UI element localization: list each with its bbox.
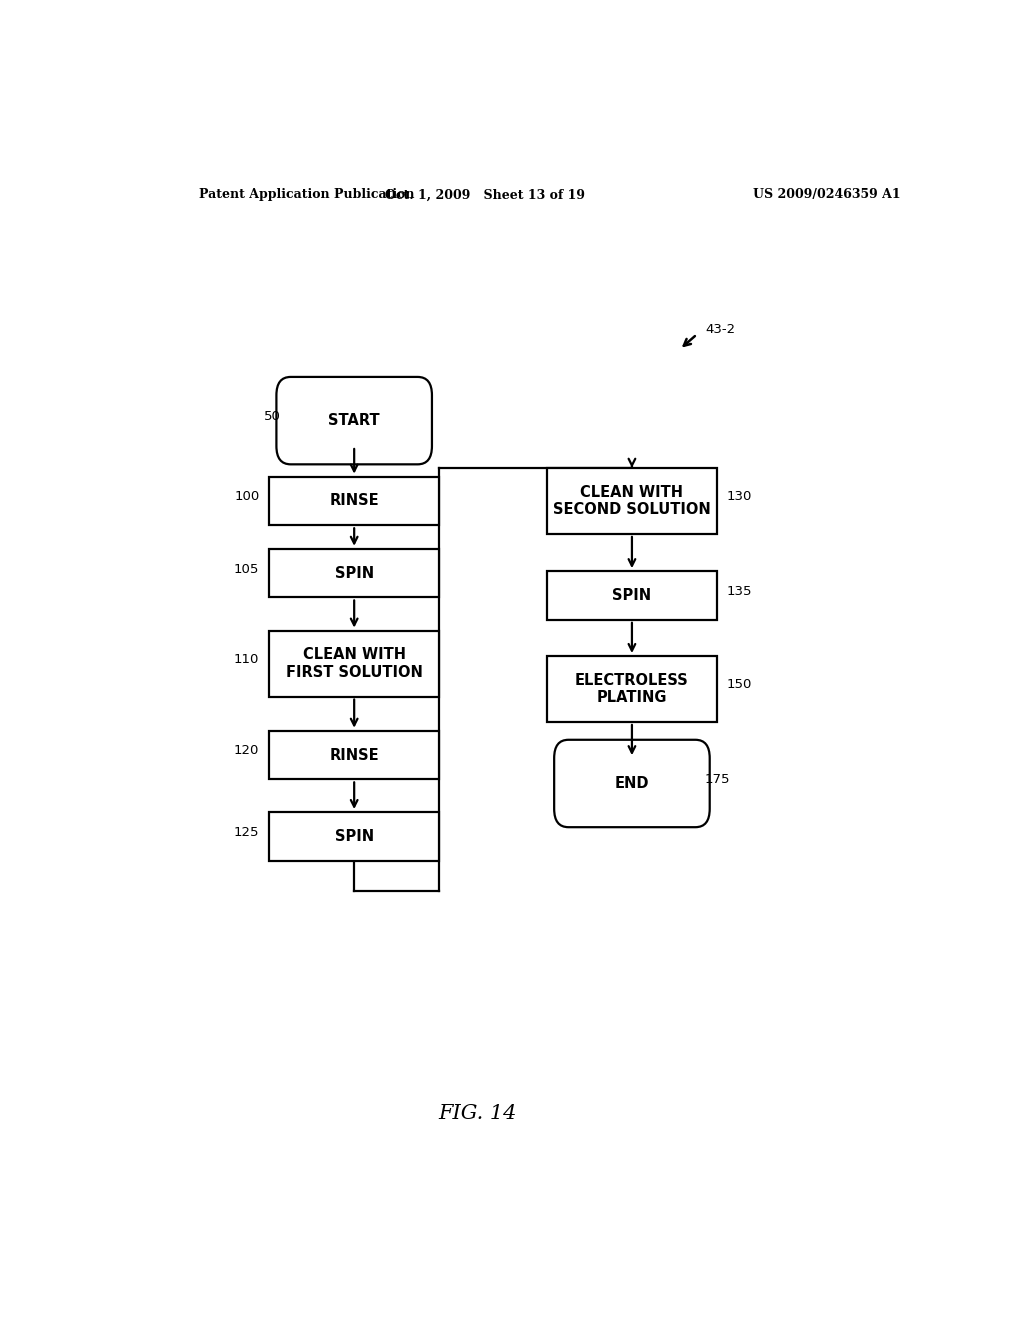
Text: 100: 100 — [234, 490, 259, 503]
Text: FIG. 14: FIG. 14 — [438, 1105, 516, 1123]
Bar — [269, 477, 439, 525]
Bar — [269, 549, 439, 598]
Text: START: START — [329, 413, 380, 428]
Text: Patent Application Publication: Patent Application Publication — [200, 189, 415, 202]
Bar — [547, 656, 717, 722]
Text: 105: 105 — [233, 562, 259, 576]
Text: ELECTROLESS
PLATING: ELECTROLESS PLATING — [575, 673, 689, 705]
Text: 150: 150 — [727, 678, 753, 692]
Text: END: END — [614, 776, 649, 791]
FancyBboxPatch shape — [276, 378, 432, 465]
Text: 110: 110 — [233, 653, 259, 667]
Text: SPIN: SPIN — [612, 587, 651, 603]
Bar — [547, 467, 717, 535]
Bar — [547, 572, 717, 620]
Text: Oct. 1, 2009   Sheet 13 of 19: Oct. 1, 2009 Sheet 13 of 19 — [385, 189, 585, 202]
FancyBboxPatch shape — [554, 739, 710, 828]
Bar — [269, 812, 439, 861]
Text: 125: 125 — [233, 826, 259, 838]
Bar — [269, 731, 439, 779]
Bar — [269, 631, 439, 697]
Text: CLEAN WITH
FIRST SOLUTION: CLEAN WITH FIRST SOLUTION — [286, 647, 423, 680]
Text: US 2009/0246359 A1: US 2009/0246359 A1 — [753, 189, 900, 202]
Text: SPIN: SPIN — [335, 565, 374, 581]
Text: 130: 130 — [727, 490, 753, 503]
Text: 135: 135 — [727, 585, 753, 598]
Text: RINSE: RINSE — [330, 747, 379, 763]
Text: RINSE: RINSE — [330, 494, 379, 508]
Text: 120: 120 — [233, 744, 259, 758]
Text: SPIN: SPIN — [335, 829, 374, 843]
Text: 43-2: 43-2 — [706, 322, 736, 335]
Text: CLEAN WITH
SECOND SOLUTION: CLEAN WITH SECOND SOLUTION — [553, 484, 711, 517]
Text: 175: 175 — [705, 774, 730, 785]
Text: 50: 50 — [264, 411, 282, 424]
